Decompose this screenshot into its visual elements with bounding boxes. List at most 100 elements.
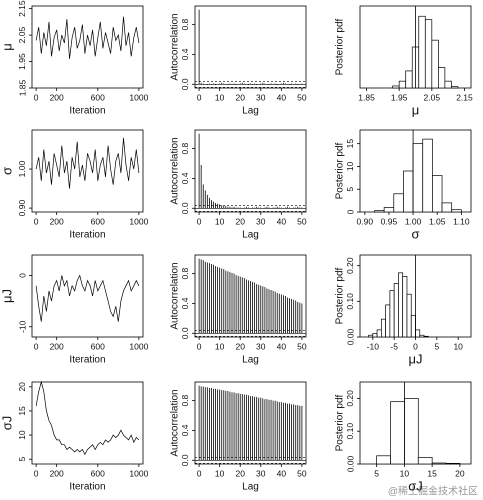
x-tick-label: 50 — [297, 468, 307, 478]
y-axis-label: Autocorrelation — [170, 137, 181, 204]
x-tick-label: 0 — [197, 216, 202, 226]
x-tick-label: 600 — [91, 92, 105, 102]
x-tick-label: 20 — [455, 468, 465, 478]
x-axis-label: Lag — [242, 106, 259, 117]
x-tick-label: 0 — [413, 341, 418, 351]
y-axis-label: μJ — [0, 289, 14, 303]
hist-bar — [403, 170, 414, 213]
y-tick-label: 15 — [17, 406, 27, 416]
x-tick-label: 1000 — [129, 341, 148, 351]
x-tick-label: 0 — [34, 92, 39, 102]
x-axis-label: σ — [411, 226, 419, 241]
y-tick-label: 10 — [345, 161, 355, 171]
plot-frame — [31, 5, 144, 89]
hist-bar — [376, 455, 391, 465]
hist-bar — [424, 19, 433, 89]
x-tick-label: 1.95 — [391, 92, 408, 102]
x-axis-label: μJ — [409, 351, 423, 366]
hist-bar — [372, 333, 378, 338]
y-tick-label: 0.10 — [345, 293, 355, 310]
hist-bar — [406, 293, 412, 338]
x-tick-label: 40 — [277, 92, 287, 102]
y-tick-label: -10 — [17, 320, 27, 333]
y-tick-label: 0.4 — [180, 48, 190, 60]
x-tick-label: -5 — [390, 341, 398, 351]
hist-bar — [431, 462, 447, 465]
y-tick-label: 0.0 — [180, 454, 190, 466]
x-axis-label: σJ — [408, 478, 423, 493]
x-tick-label: 10 — [215, 341, 225, 351]
y-axis-label: Posterior pdf — [335, 18, 346, 75]
x-tick-label: 30 — [256, 468, 266, 478]
y-tick-label: 0.4 — [180, 424, 190, 436]
x-tick-label: 200 — [50, 468, 64, 478]
x-tick-label: 0 — [34, 216, 39, 226]
y-axis-label: σ — [0, 167, 14, 175]
y-tick-label: 0.20 — [345, 390, 355, 407]
hist-bar — [398, 80, 407, 89]
x-tick-label: 0 — [197, 92, 202, 102]
hist-bar — [431, 39, 439, 89]
y-tick-label: 0.00 — [345, 455, 355, 472]
y-tick-label: 2.05 — [17, 27, 27, 44]
hist-bar — [383, 207, 395, 213]
x-tick-label: 10 — [453, 341, 463, 351]
x-axis-label: Lag — [242, 230, 259, 241]
y-tick-label: 1.00 — [17, 161, 27, 178]
hist-bar — [404, 398, 419, 465]
x-tick-label: 200 — [50, 216, 64, 226]
hist-bar — [393, 193, 404, 213]
x-tick-label: 2.15 — [456, 92, 473, 102]
x-tick-label: 0 — [34, 468, 39, 478]
x-tick-label: 30 — [256, 92, 266, 102]
y-tick-label: 0.8 — [180, 267, 190, 279]
x-tick-label: 50 — [297, 341, 307, 351]
x-tick-label: 40 — [277, 468, 287, 478]
y-tick-label: 0.0 — [180, 327, 190, 339]
x-tick-label: 1.85 — [358, 92, 375, 102]
x-tick-label: 20 — [235, 92, 245, 102]
hist-bar — [422, 138, 433, 213]
x-tick-label: 1.10 — [453, 216, 470, 226]
hist-bar — [438, 67, 446, 89]
hist-bar — [389, 290, 395, 338]
y-tick-label: 0.8 — [180, 142, 190, 154]
y-axis-label: Posterior pdf — [335, 394, 346, 451]
x-tick-label: 40 — [277, 341, 287, 351]
x-tick-label: -10 — [367, 341, 380, 351]
hist-bar — [368, 334, 374, 338]
plot-frame — [194, 254, 307, 338]
y-axis-label: σJ — [0, 416, 14, 431]
hist-bar — [451, 86, 459, 89]
x-tick-label: 10 — [215, 216, 225, 226]
y-tick-label: 0.8 — [180, 18, 190, 30]
hist-bar — [410, 315, 416, 338]
y-tick-label: 5 — [345, 187, 355, 192]
y-tick-label: 0.8 — [180, 394, 190, 406]
y-tick-label: 0.00 — [345, 328, 355, 345]
hist-bar — [444, 80, 452, 89]
hist-bar — [398, 272, 404, 338]
hist-bar — [412, 143, 424, 213]
y-tick-label: 20 — [17, 382, 27, 392]
plot-frame — [31, 129, 144, 213]
y-tick-label: 0 — [345, 209, 355, 214]
x-tick-label: 5 — [434, 341, 439, 351]
y-tick-label: 0.20 — [345, 257, 355, 274]
hist-bar — [374, 210, 385, 213]
hist-bar — [405, 70, 413, 89]
x-axis-label: Iteration — [69, 355, 105, 366]
hist-bar — [380, 318, 386, 338]
watermark: @稀土掘金技术社区 — [388, 485, 478, 498]
y-axis-label: Autocorrelation — [170, 262, 181, 329]
hist-bar — [393, 283, 399, 338]
x-tick-label: 10 — [215, 92, 225, 102]
y-axis-label: Autocorrelation — [170, 13, 181, 80]
x-tick-label: 1.00 — [405, 216, 422, 226]
hist-bar — [423, 335, 429, 338]
y-tick-label: 1.85 — [17, 79, 27, 96]
y-axis-label: μ — [0, 43, 14, 51]
hist-bar — [415, 329, 421, 338]
x-tick-label: 5 — [374, 468, 379, 478]
plot-frame — [194, 129, 307, 213]
